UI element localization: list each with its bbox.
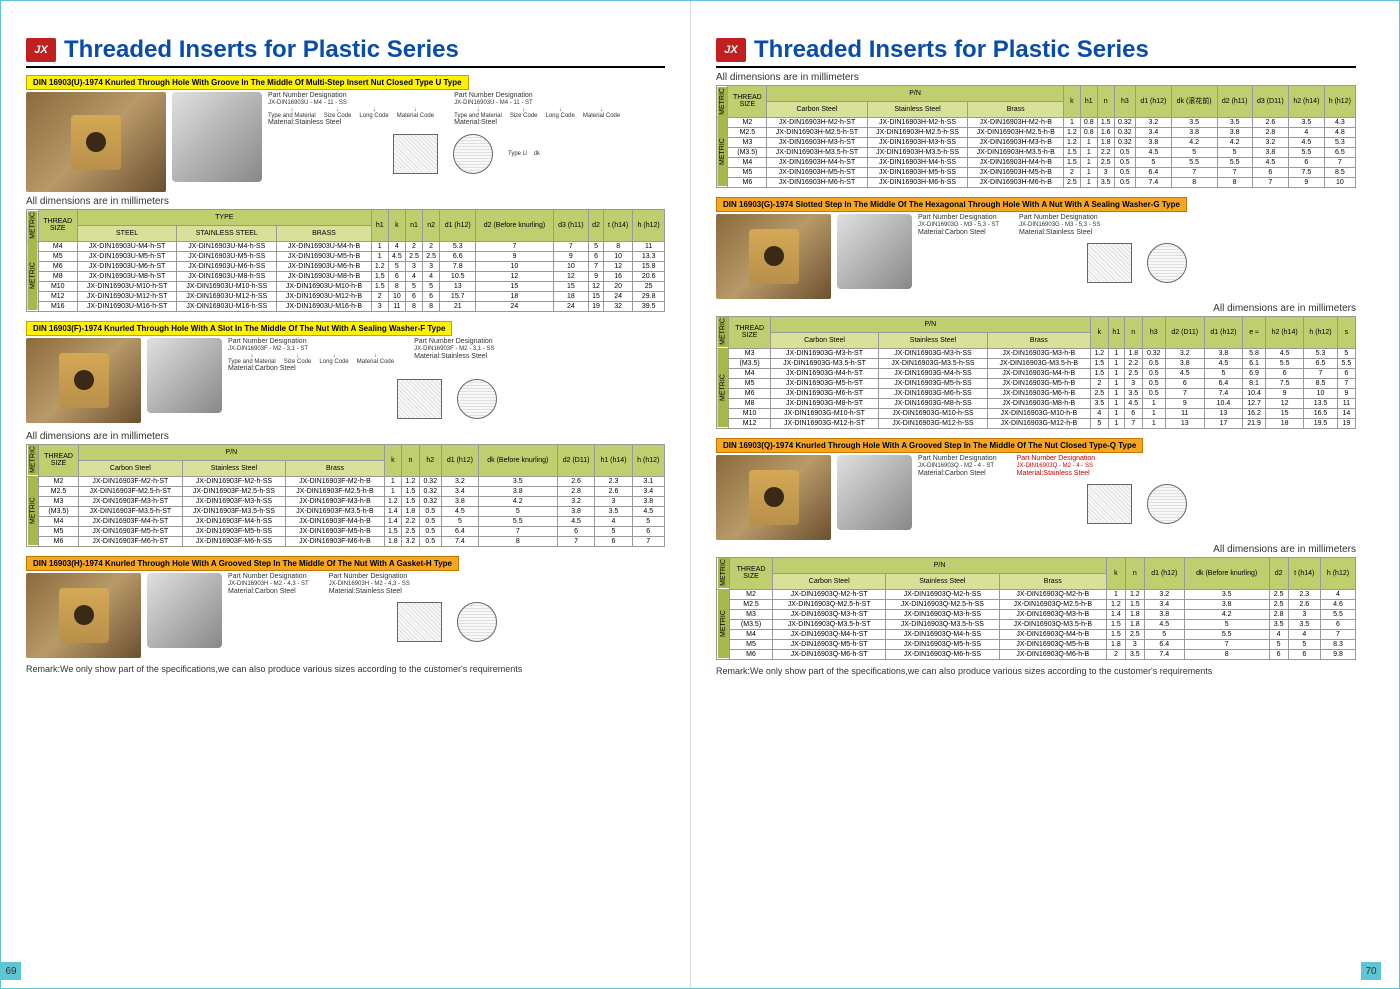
page-number-left: 69 — [1, 962, 21, 980]
legend-mat: Material Code — [357, 359, 394, 365]
dimension-note: All dimensions are in millimeters — [716, 544, 1356, 555]
product-photo — [26, 92, 166, 192]
section-q-visuals: Part Number Designation JX-DIN16903Q - M… — [716, 455, 1356, 540]
remark-text: Remark:We only show part of the specific… — [26, 664, 665, 674]
pn-label: Part Number Designation — [228, 573, 309, 580]
section-h-title: DIN 16903(H)-1974 Knurled Through Hole W… — [26, 556, 459, 571]
catalog-spread: http://www.juxinfasteners.com 69 Threade… — [0, 0, 1400, 989]
product-photo — [716, 455, 831, 540]
page-number-right: 70 — [1361, 962, 1381, 980]
section-u-visuals: Part Number Designation JX-DIN16903U - M… — [26, 92, 665, 192]
material-note: Material:Stainless Steel — [268, 119, 434, 126]
diagram-area: Part Number Designation JX-DIN16903F - M… — [228, 338, 665, 427]
legend-mat: Material Code — [583, 113, 620, 119]
product-render — [837, 214, 912, 289]
page-title: Threaded Inserts for Plastic Series — [754, 36, 1149, 64]
section-h-visuals: Part Number Designation JX-DIN16903H - M… — [26, 573, 665, 658]
section-q-title: DIN 16903(Q)-1974 Knurled Through Hole W… — [716, 438, 1143, 453]
legend-long: Long Code — [319, 359, 348, 365]
pn-code: JX-DIN16903G - M3 - 5,3 - SS — [1019, 222, 1100, 228]
product-photo — [26, 573, 141, 658]
technical-drawing — [228, 595, 665, 650]
table-section-u: METRICTHREADSIZETYPEh1kn1n2d1 (h12)d2 (B… — [26, 209, 665, 312]
material-note: Material:Stainless Steel — [414, 353, 494, 360]
pn-label: Part Number Designation — [414, 338, 494, 345]
material-note: Material:Stainless Steel — [1019, 229, 1100, 236]
legend-long: Long Code — [546, 113, 575, 119]
product-photo — [716, 214, 831, 299]
logo-icon — [716, 38, 746, 62]
legend-long: Long Code — [359, 113, 388, 119]
section-g-title: DIN 16903(G)-1974 Slotted Step In The Mi… — [716, 197, 1187, 212]
table-section-f: METRICTHREADSIZEP/Nknh2d1 (h12)dk (Befor… — [26, 444, 665, 547]
material-note: Material:Stainless Steel — [1017, 470, 1096, 477]
dimension-note: All dimensions are in millimeters — [26, 196, 665, 207]
section-f-visuals: Part Number Designation JX-DIN16903F - M… — [26, 338, 665, 427]
pn-label: Part Number Designation — [268, 92, 434, 99]
pn-label: Part Number Designation — [228, 338, 394, 345]
table-section-h: METRICTHREADSIZEP/Nkh1nh3d1 (h12)dk (滚花前… — [716, 85, 1356, 188]
pn-code: JX-DIN16903U - M4 - 11 - SS — [268, 100, 434, 106]
material-note: Material:Stainless Steel — [329, 588, 410, 595]
pn-code: JX-DIN16903Q - M2 - 4 - SS — [1017, 463, 1096, 469]
remark-text: Remark:We only show part of the specific… — [716, 666, 1356, 676]
diagram-area: Part Number Designation JX-DIN16903H - M… — [228, 573, 665, 650]
legend-mat: Material Code — [397, 113, 434, 119]
material-note: Material:Carbon Steel — [228, 588, 309, 595]
diagram-area: Part Number Designation JX-DIN16903U - M… — [268, 92, 665, 181]
pn-code: JX-DIN16903Q - M2 - 4 - ST — [918, 463, 997, 469]
page-right: http://www.juxinfasteners.com 70 Threade… — [691, 1, 1381, 988]
dimension-note: All dimensions are in millimeters — [26, 431, 665, 442]
page-title: Threaded Inserts for Plastic Series — [64, 36, 459, 64]
dimension-note: All dimensions are in millimeters — [716, 72, 1356, 83]
material-note: Material:Carbon Steel — [918, 229, 999, 236]
pn-label: Part Number Designation — [454, 92, 620, 99]
page-left: http://www.juxinfasteners.com 69 Threade… — [1, 1, 691, 988]
section-f-title: DIN 16903(F)-1974 Knurled Through Hole W… — [26, 321, 452, 336]
product-render — [172, 92, 262, 182]
pn-label: Part Number Designation — [918, 455, 997, 462]
diagram-area: Part Number Designation JX-DIN16903G - M… — [918, 214, 1356, 291]
technical-drawing — [228, 372, 665, 427]
table-section-q: METRICTHREADSIZEP/Nknd1 (h12)dk (Before … — [716, 557, 1356, 660]
product-render — [837, 455, 912, 530]
diagram-area: Part Number Designation JX-DIN16903Q - M… — [918, 455, 1356, 532]
pn-label: Part Number Designation — [918, 214, 999, 221]
material-note: Material:Steel — [454, 119, 620, 126]
pn-code: JX-DIN16903F - M2 - 3,1 - SS — [414, 346, 494, 352]
page-header: Threaded Inserts for Plastic Series — [716, 36, 1356, 68]
pn-code: JX-DIN16903F - M2 - 3,1 - ST — [228, 346, 394, 352]
product-render — [147, 573, 222, 648]
section-u-title: DIN 16903(U)-1974 Knurled Through Hole W… — [26, 75, 469, 90]
technical-drawing — [918, 477, 1356, 532]
logo-icon — [26, 38, 56, 62]
pn-label: Part Number Designation — [1017, 455, 1096, 462]
product-render — [147, 338, 222, 413]
pn-label: Part Number Designation — [329, 573, 410, 580]
technical-drawing — [918, 236, 1356, 291]
product-photo — [26, 338, 141, 423]
pn-label: Part Number Designation — [1019, 214, 1100, 221]
table-section-g: METRICTHREADSIZEP/Nkh1nh3d2 (D11)d1 (h12… — [716, 316, 1356, 429]
pn-code: JX-DIN16903H - M2 - 4,3 - ST — [228, 581, 309, 587]
pn-code: JX-DIN16903G - M3 - 5,3 - ST — [918, 222, 999, 228]
material-note: Material:Carbon Steel — [918, 470, 997, 477]
technical-drawing: Type U dk — [268, 126, 665, 181]
material-note: Material:Carbon Steel — [228, 365, 394, 372]
legend-size: Size Code — [284, 359, 312, 365]
legend-type: Type and Material — [228, 359, 276, 365]
legend-size: Size Code — [510, 113, 538, 119]
pn-code: JX-DIN16903H - M2 - 4,3 - SS — [329, 581, 410, 587]
section-g-visuals: Part Number Designation JX-DIN16903G - M… — [716, 214, 1356, 299]
dimension-note: All dimensions are in millimeters — [716, 303, 1356, 314]
pn-code: JX-DIN16903U - M4 - 11 - ST — [454, 100, 620, 106]
page-header: Threaded Inserts for Plastic Series — [26, 36, 665, 68]
